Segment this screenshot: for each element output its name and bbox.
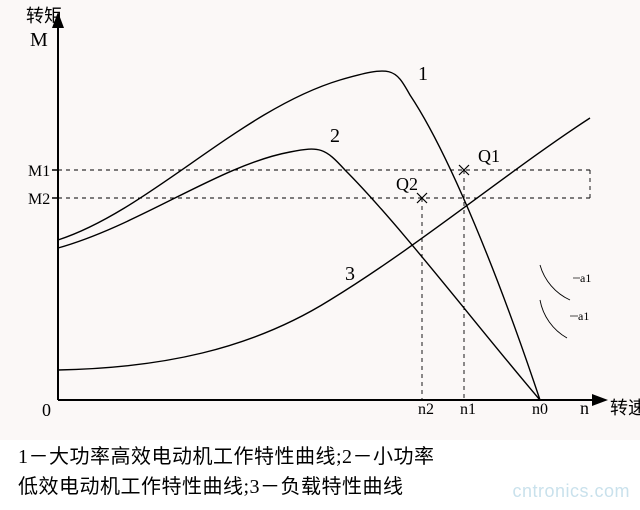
caption-line-2: 低效电动机工作特性曲线;3－负载特性曲线 xyxy=(18,472,630,502)
angle-arc-2 xyxy=(540,300,567,338)
y-axis-symbol: M xyxy=(30,29,48,51)
x-axis-symbol: n xyxy=(580,398,589,418)
tick-M1: M1 xyxy=(28,163,50,180)
tick-n0: n0 xyxy=(532,401,548,418)
curve-1 xyxy=(58,71,540,400)
x-axis-arrow xyxy=(592,394,608,406)
tick-n2: n2 xyxy=(418,401,434,418)
curve-3-label: 3 xyxy=(345,263,355,285)
origin-label: 0 xyxy=(42,400,51,420)
motor-characteristic-chart: 转矩 M 转速 n 0 1 2 3 Q1 Q2 n2 n1 n0 M1 M2 a… xyxy=(0,0,640,440)
point-Q2-label: Q2 xyxy=(396,174,418,194)
chart-area: 转矩 M 转速 n 0 1 2 3 Q1 Q2 n2 n1 n0 M1 M2 a… xyxy=(0,0,640,440)
caption: 1－大功率高效电动机工作特性曲线;2－小功率 低效电动机工作特性曲线;3－负载特… xyxy=(0,440,640,510)
tick-n1: n1 xyxy=(460,401,476,418)
angle-label-1: a1 xyxy=(580,271,591,285)
angle-label-2: a1 xyxy=(578,309,589,323)
curve-2-label: 2 xyxy=(330,125,340,147)
x-axis-title: 转速 xyxy=(610,398,640,418)
y-axis-title: 转矩 xyxy=(26,6,62,26)
angle-arc-1 xyxy=(540,265,570,300)
curve-1-label: 1 xyxy=(418,63,428,85)
point-Q1-label: Q1 xyxy=(478,146,500,166)
curve-3 xyxy=(58,118,590,370)
tick-M2: M2 xyxy=(28,191,50,208)
curve-2 xyxy=(58,149,540,400)
caption-line-1: 1－大功率高效电动机工作特性曲线;2－小功率 xyxy=(18,442,630,472)
